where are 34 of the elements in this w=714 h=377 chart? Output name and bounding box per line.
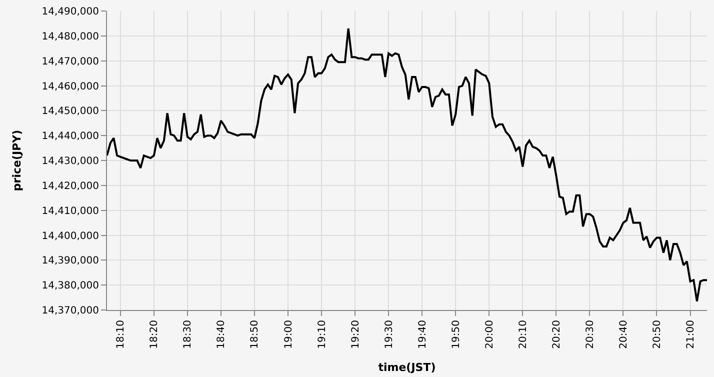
y-tick-label: 14,470,000 xyxy=(42,56,99,68)
x-tick-label: 20:40 xyxy=(618,320,630,349)
y-tick-label: 14,390,000 xyxy=(42,256,99,267)
x-tick-label: 18:20 xyxy=(149,320,160,349)
x-tick-label: 19:40 xyxy=(417,320,428,349)
y-tick-label: 14,460,000 xyxy=(42,81,99,92)
y-tick-label: 14,430,000 xyxy=(42,156,99,167)
line-series xyxy=(107,27,707,302)
y-tick-label: 14,400,000 xyxy=(42,230,99,242)
y-tick-label: 14,480,000 xyxy=(42,31,99,42)
y-tick-label: 14,490,000 xyxy=(42,6,99,18)
x-tick-label: 18:10 xyxy=(116,320,127,349)
x-tick-label: 20:30 xyxy=(584,320,596,349)
x-tick-label: 20:50 xyxy=(652,320,663,349)
x-tick-label: 19:00 xyxy=(283,320,294,349)
y-tick-label: 14,420,000 xyxy=(42,180,99,192)
x-tick-label: 19:50 xyxy=(450,320,462,349)
y-tick-label: 14,370,000 xyxy=(42,306,99,316)
y-tick-label: 14,450,000 xyxy=(42,106,99,118)
x-tick-label: 18:50 xyxy=(250,320,261,349)
x-axis-title: time(JST) xyxy=(378,361,436,374)
x-tick-label: 20:10 xyxy=(518,320,529,349)
y-tick-label: 14,440,000 xyxy=(42,131,99,142)
y-tick-label: 14,410,000 xyxy=(42,206,99,217)
x-tick-label: 19:10 xyxy=(316,320,328,349)
x-tick-label: 19:20 xyxy=(350,320,362,349)
x-tick-label: 20:20 xyxy=(551,320,562,349)
x-tick-label: 18:40 xyxy=(216,320,228,349)
x-tick-label: 18:30 xyxy=(182,320,194,349)
y-tick-label: 14,380,000 xyxy=(42,280,99,292)
x-tick-label: 20:00 xyxy=(484,320,496,349)
y-axis-title: price(JPY) xyxy=(10,130,24,192)
x-tick-label: 19:30 xyxy=(384,320,395,349)
x-tick-label: 21:00 xyxy=(686,320,696,349)
